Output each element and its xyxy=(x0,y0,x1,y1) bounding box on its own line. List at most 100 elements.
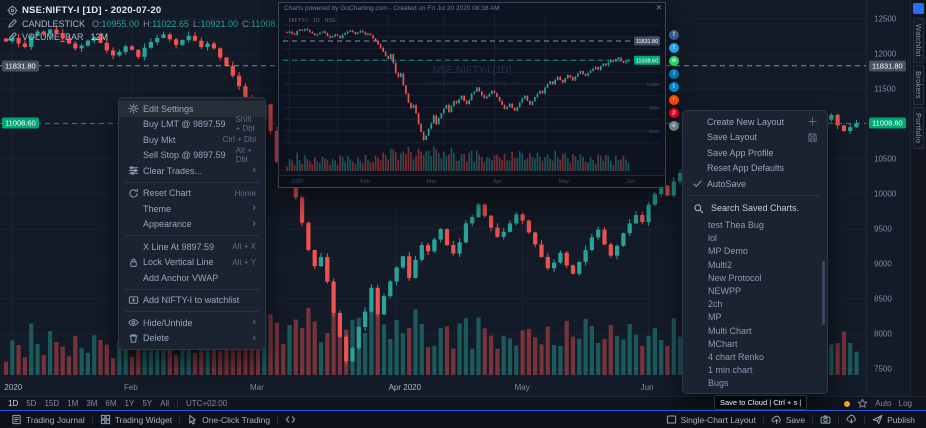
share-email-icon[interactable]: e xyxy=(669,121,679,131)
auto-scale-toggle[interactable]: Auto xyxy=(875,399,892,408)
svg-text:11831.80: 11831.80 xyxy=(636,39,659,45)
layout-menu-item-autosave[interactable]: AutoSave xyxy=(683,176,827,192)
edit-volume-icon[interactable] xyxy=(7,31,18,42)
layout-menu-item-reset-app-defaults[interactable]: Reset App Defaults xyxy=(683,161,827,177)
saved-chart-multi-chart[interactable]: Multi Chart xyxy=(708,325,752,336)
symbol-row[interactable]: NSE:NIFTY-I [1D] - 2020-07-20 xyxy=(7,4,287,17)
timeframe-1y[interactable]: 1Y xyxy=(124,399,135,408)
saved-chart-lol[interactable]: lol xyxy=(708,233,718,244)
timeframe-3m[interactable]: 3M xyxy=(86,399,98,408)
price-tick: 10000 xyxy=(874,189,897,199)
toolbar-trading-journal[interactable]: Trading Journal xyxy=(4,411,92,428)
context-menu-item-sell-stop-9897-59[interactable]: Sell Stop @ 9897.59 Alt + Dbl xyxy=(119,146,265,165)
share-reddit-icon[interactable]: r xyxy=(669,95,679,105)
layout-menu-item-save-app-profile[interactable]: Save App Profile xyxy=(683,145,827,161)
context-menu-item-clear-trades[interactable]: Clear Trades... › xyxy=(119,163,265,179)
journal-icon xyxy=(11,414,22,425)
side-tab-watchlist[interactable]: Watchlist xyxy=(913,18,924,63)
snapshot-axis-label: Apr xyxy=(493,178,502,185)
saved-chart-mchart[interactable]: MChart xyxy=(708,338,738,349)
price-axis[interactable]: 12500 12000 11500 10500 10000 9500 9000 8500 800… xyxy=(866,0,910,396)
share-linkedin-icon[interactable]: l xyxy=(669,69,679,79)
timeframe-5y[interactable]: 5Y xyxy=(142,399,153,408)
side-tab-brokers[interactable]: Brokers xyxy=(913,64,924,105)
context-menu-item-buy-mkt[interactable]: Buy Mkt Ctrl + Dbl xyxy=(119,132,265,148)
divider xyxy=(762,414,764,425)
toolbar-camera-button[interactable] xyxy=(813,414,838,425)
share-whatsapp-icon[interactable]: w xyxy=(669,56,679,66)
saved-chart-4-chart-renko[interactable]: 4 chart Renko xyxy=(708,351,765,362)
candlestick-study-row[interactable]: CANDLESTICK O:10955.00 H:11022.65 L:10921.… xyxy=(7,17,287,30)
toolbar-save[interactable]: Save xyxy=(764,414,812,425)
layout-menu-item-save-layout[interactable]: Save Layout xyxy=(683,130,827,146)
toolbar-clouddown-button[interactable] xyxy=(839,414,864,425)
context-menu-item-reset-chart[interactable]: Reset Chart Home xyxy=(119,186,265,202)
timezone-button[interactable]: UTC+02:00 xyxy=(186,399,228,408)
volume-study-row[interactable]: VOLUME_BAR 12M xyxy=(7,30,287,43)
timeframe-15d[interactable]: 15D xyxy=(44,399,60,408)
timeframe-6m[interactable]: 6M xyxy=(105,399,117,408)
share-telegram-icon[interactable]: t xyxy=(669,82,679,92)
share-twitter-icon[interactable]: t xyxy=(669,43,679,53)
share-facebook-icon[interactable]: f xyxy=(669,30,679,40)
context-menu-item-appearance[interactable]: Appearance › xyxy=(119,217,265,233)
log-scale-toggle[interactable]: Log xyxy=(898,399,912,408)
time-axis[interactable]: 2020 Feb Mar Apr 2020 May Jun xyxy=(0,379,866,396)
layout-menu-item-create-new-layout[interactable]: Create New Layout xyxy=(683,114,827,130)
timeframe-all[interactable]: All xyxy=(160,399,170,408)
saved-chart-mp-demo[interactable]: MP Demo xyxy=(708,246,748,257)
divider xyxy=(838,414,840,425)
saved-chart-newpp[interactable]: NEWPP xyxy=(708,286,742,297)
status-dot xyxy=(844,400,851,407)
menu-item-shortcut: Alt + Dbl xyxy=(235,146,252,165)
menu-item-label: Buy LMT @ 9897.59 xyxy=(143,119,226,130)
timeframe-5d[interactable]: 5D xyxy=(26,399,37,408)
svg-text:11008.60: 11008.60 xyxy=(636,58,659,64)
context-menu-item-buy-lmt-9897-59[interactable]: Buy LMT @ 9897.59 Shift + Dbl xyxy=(119,115,265,133)
saved-chart-2ch[interactable]: 2ch xyxy=(708,299,723,310)
saved-chart-multi2[interactable]: Multi2 xyxy=(708,259,733,270)
context-menu-item-edit-settings[interactable]: Edit Settings xyxy=(119,101,265,117)
side-tab-portfolio[interactable]: Portfolio xyxy=(913,106,924,150)
context-menu-item-x-line-at-9897-59[interactable]: X Line At 9897.59 Alt + X xyxy=(119,239,265,255)
trash-icon xyxy=(128,333,143,344)
menu-divider xyxy=(689,194,821,196)
toolbar-publish[interactable]: Publish xyxy=(865,414,922,425)
toolbar-trading-widget[interactable]: Trading Widget xyxy=(93,411,179,428)
saved-chart-test-thea-bug[interactable]: test Thea Bug xyxy=(708,220,764,231)
context-menu-item-add-nifty-i-to-watchlist[interactable]: Add NIFTY-I to watchlist xyxy=(119,293,265,309)
context-menu-item-add-anchor-vwap[interactable]: Add Anchor VWAP xyxy=(119,270,265,286)
watchlist-panel-icon[interactable] xyxy=(913,3,924,14)
svg-text:10000: 10000 xyxy=(646,82,659,87)
context-menu-item-hide-unhide[interactable]: Hide/Unhide › xyxy=(119,315,265,331)
snapshot-axis-label: 2020 xyxy=(291,178,304,185)
toolbar-code-button[interactable] xyxy=(278,411,303,428)
snapshot-axis-label: Feb xyxy=(360,178,370,185)
chart-context-menu: Edit Settings Buy LMT @ 9897.59 Shift + Db… xyxy=(118,97,266,350)
saved-chart-mp[interactable]: MP xyxy=(708,312,722,323)
saved-charts-search-row[interactable] xyxy=(683,199,827,219)
toolbar-one-click-trading[interactable]: One-Click Trading xyxy=(180,411,277,428)
divider xyxy=(177,399,179,408)
side-panel-strip: Watchlist Brokers Portfolio xyxy=(910,0,926,410)
chart-snapshot-window: Charts powered by GoCharting.com - Creat… xyxy=(278,2,666,188)
context-menu-item-lock-vertical-line[interactable]: Lock Vertical Line Alt + Y xyxy=(119,255,265,271)
toolbar-single-chart-layout[interactable]: Single-Chart Layout xyxy=(659,414,763,425)
edit-study-icon[interactable] xyxy=(7,18,18,29)
svg-text:NIFTY-I · 1D · NSE: NIFTY-I · 1D · NSE xyxy=(289,18,336,24)
timeframe-1m[interactable]: 1M xyxy=(67,399,79,408)
symbol-search-icon[interactable] xyxy=(7,5,18,16)
close-icon[interactable]: ✕ xyxy=(655,3,662,12)
context-menu-item-delete[interactable]: Delete › xyxy=(119,331,265,347)
saved-chart-bugs[interactable]: Bugs xyxy=(708,378,729,389)
share-pinterest-icon[interactable]: p xyxy=(669,108,679,118)
saved-charts-search-input[interactable] xyxy=(711,203,815,213)
svg-text:8000: 8000 xyxy=(649,129,660,134)
star-icon[interactable] xyxy=(857,398,868,409)
saved-chart-1-min-chart[interactable]: 1 min chart xyxy=(708,365,753,376)
menu-item-label: Reset App Defaults xyxy=(707,163,785,174)
saved-chart-new-protocol[interactable]: New Protocol xyxy=(708,272,762,283)
menu-scrollbar[interactable] xyxy=(822,261,825,325)
context-menu-item-theme[interactable]: Theme › xyxy=(119,201,265,217)
timeframe-1d[interactable]: 1D xyxy=(8,399,19,408)
